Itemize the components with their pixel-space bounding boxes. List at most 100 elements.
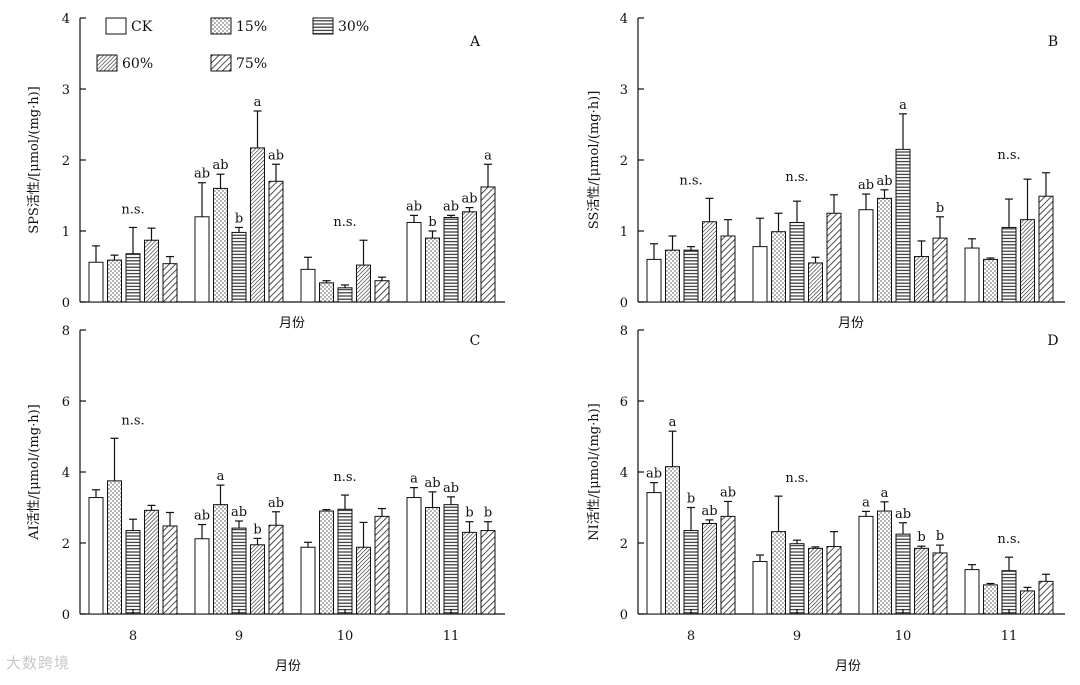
bar [337, 287, 353, 303]
legend-label: 30% [338, 19, 369, 35]
y-tick-label: 4 [62, 466, 70, 481]
bar [88, 497, 104, 615]
bar [964, 569, 980, 615]
bar [162, 525, 178, 615]
panel-B-letter: B [1048, 34, 1058, 50]
bar-significance-label: b [253, 522, 261, 537]
bar [268, 524, 284, 615]
bar-significance-label: ab [876, 174, 892, 189]
bar [683, 249, 699, 303]
group-ns-label: n.s. [997, 148, 1020, 163]
bar-significance-label: b [687, 492, 695, 507]
bar-significance-label: b [235, 211, 243, 226]
bar [480, 186, 496, 303]
bar [107, 480, 122, 615]
y-tick-label: 6 [62, 395, 70, 410]
bar [895, 533, 911, 615]
bar [789, 543, 805, 615]
bar [702, 522, 717, 615]
bar [356, 264, 371, 303]
panel-D: NI活性/[μmol/(mg·h)] 月份 D 02468ababababaaa… [587, 324, 1065, 674]
legend-swatch [210, 17, 232, 35]
y-tick-label: 2 [62, 537, 70, 552]
bar [443, 504, 459, 615]
bar [964, 247, 980, 303]
bar-significance-label: a [669, 415, 677, 430]
group-ns-label: n.s. [785, 170, 808, 185]
panel-C-xlabel: 月份 [275, 659, 301, 674]
y-tick-label: 8 [62, 324, 70, 339]
bar [406, 497, 422, 615]
bar [1020, 590, 1035, 615]
bar-significance-label: a [254, 95, 262, 110]
legend-swatch [105, 17, 127, 35]
panel-A-xlabel: 月份 [279, 316, 305, 331]
bar [144, 509, 159, 615]
bar [702, 221, 717, 303]
group-ns-label: n.s. [121, 413, 144, 428]
bar [914, 256, 929, 303]
y-tick-label: 4 [62, 12, 70, 27]
bar [771, 531, 786, 615]
bar [213, 504, 228, 615]
legend-label: 60% [122, 56, 153, 72]
bar-significance-label: ab [443, 199, 459, 214]
bar-significance-label: b [484, 506, 492, 521]
bar [319, 282, 334, 303]
bar [250, 147, 265, 303]
bar [1001, 570, 1017, 615]
panel-A-letter: A [469, 34, 481, 50]
x-tick-label: 8 [687, 629, 695, 644]
bar-significance-label: ab [231, 505, 247, 520]
bar-significance-label: ab [194, 167, 210, 182]
bar-significance-label: a [484, 148, 492, 163]
panel-C-letter: C [470, 333, 481, 349]
bar-significance-label: ab [646, 467, 662, 482]
bar [356, 546, 371, 615]
bar-significance-label: ab [406, 199, 422, 214]
bar [231, 231, 247, 303]
bar-significance-label: ab [461, 192, 477, 207]
bar-significance-label: b [936, 529, 944, 544]
legend: CK 15% 30% 60% 75% [96, 17, 369, 72]
legend-swatch [96, 54, 118, 72]
legend-label: CK [131, 19, 153, 35]
bar [337, 508, 353, 615]
panel-D-ylabel: NI活性/[μmol/(mg·h)] [587, 403, 602, 540]
bar [213, 187, 228, 303]
panel-B-xlabel: 月份 [838, 316, 864, 331]
bar [300, 268, 316, 303]
bar-significance-label: ab [443, 481, 459, 496]
x-tick-label: 10 [337, 629, 354, 644]
bar [646, 258, 662, 303]
bar [858, 515, 874, 615]
bar [1020, 219, 1035, 303]
y-tick-label: 2 [620, 537, 628, 552]
panel-D-letter: D [1047, 333, 1058, 349]
group-ns-label: n.s. [121, 202, 144, 217]
panel-B-ylabel: SS活性/[μmol/(mg·h)] [587, 91, 602, 230]
bar [268, 180, 284, 303]
bar [858, 209, 874, 303]
bar [300, 546, 316, 615]
bar [374, 280, 390, 303]
bar-significance-label: a [410, 472, 418, 487]
bar-significance-label: b [465, 506, 473, 521]
bar [877, 510, 892, 615]
bar [646, 492, 662, 615]
bar [125, 253, 141, 303]
bar-significance-label: ab [424, 476, 440, 491]
bar [107, 259, 122, 303]
y-tick-label: 1 [62, 225, 70, 240]
bar [914, 547, 929, 615]
bar [250, 544, 265, 615]
x-tick-label: 11 [1001, 629, 1018, 644]
panel-A: SPS活性/[μmol/(mg·h)] 月份 A 01234ababbaabab… [27, 12, 505, 331]
bar-significance-label: b [917, 530, 925, 545]
watermark: 大数跨境 [6, 654, 71, 672]
